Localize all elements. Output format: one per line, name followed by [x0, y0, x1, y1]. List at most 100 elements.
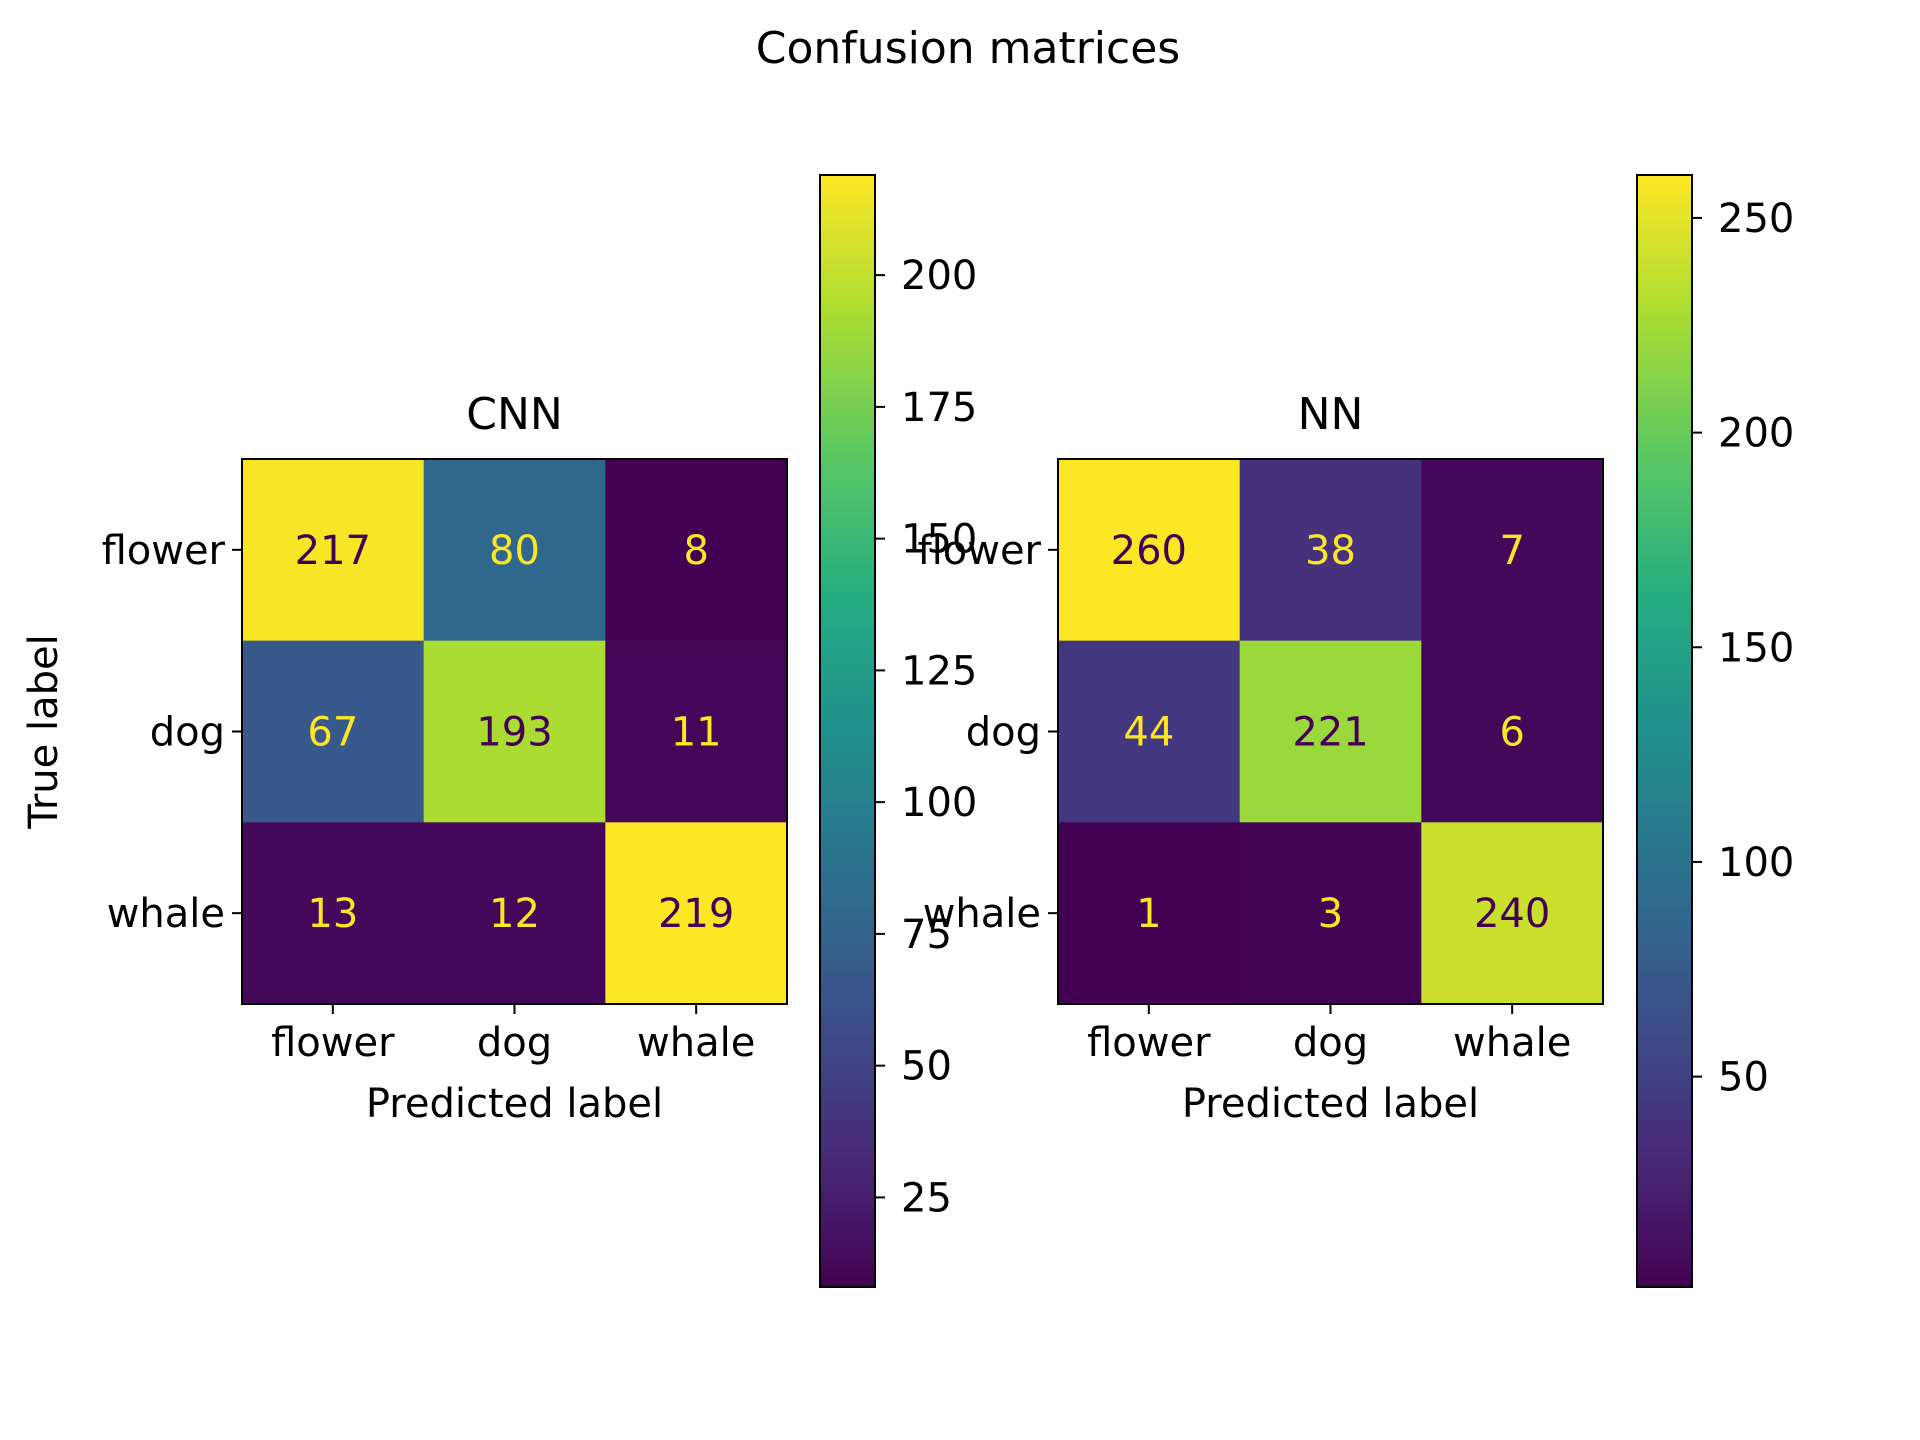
- heatmap-cell: [605, 640, 788, 823]
- colorbar-segment: [820, 610, 875, 621]
- colorbar-segment: [820, 1212, 875, 1224]
- colorbar-segment: [820, 907, 875, 918]
- colorbar-segment: [820, 443, 875, 454]
- cell-value-label: 12: [489, 891, 540, 937]
- colorbar-segment: [820, 786, 875, 797]
- colorbar-segment: [1637, 795, 1692, 807]
- heatmap-cell: [605, 459, 788, 642]
- colorbar-segment: [820, 805, 875, 816]
- colorbar-segment: [820, 202, 875, 214]
- colorbar-segment: [1637, 295, 1692, 306]
- colorbar-segment: [820, 934, 875, 946]
- colorbar-segment: [820, 684, 875, 695]
- colorbar-segment: [1637, 193, 1692, 204]
- colorbar-segment: [820, 276, 875, 288]
- colorbar-segment: [820, 703, 875, 714]
- colorbar-segment: [820, 823, 875, 834]
- colorbar-segment: [1637, 527, 1692, 538]
- colorbar-segment: [1637, 1166, 1692, 1177]
- colorbar-segment: [820, 434, 875, 445]
- colorbar-segment: [1637, 666, 1692, 677]
- colorbar-segment: [1637, 1083, 1692, 1094]
- colorbar-segment: [820, 193, 875, 204]
- colorbar-segment: [820, 314, 875, 325]
- colorbar-segment: [820, 999, 875, 1010]
- colorbar-segment: [1637, 332, 1692, 343]
- colorbar-tick-label: 175: [901, 385, 977, 431]
- colorbar-segment: [820, 1194, 875, 1205]
- colorbar-segment: [1637, 805, 1692, 816]
- colorbar-segment: [1637, 647, 1692, 658]
- colorbar-segment: [1637, 1194, 1692, 1205]
- cell-value-label: 217: [295, 528, 371, 574]
- colorbar-segment: [820, 175, 875, 186]
- colorbar-segment: [820, 1083, 875, 1094]
- y-tick-label: dog: [966, 710, 1041, 756]
- colorbar-frame: [1636, 174, 1693, 1288]
- colorbar-segment: [1637, 490, 1692, 501]
- colorbar-segment: [1637, 453, 1692, 464]
- colorbar-segment: [1637, 953, 1692, 964]
- colorbar-segment: [820, 795, 875, 807]
- colorbar-tick-label: 250: [1718, 196, 1794, 242]
- colorbar-segment: [1637, 693, 1692, 705]
- colorbar-segment: [1637, 870, 1692, 881]
- colorbar-segment: [820, 897, 875, 909]
- colorbar-segment: [1637, 1073, 1692, 1085]
- colorbar-segment: [820, 1036, 875, 1048]
- colorbar-segment: [820, 1073, 875, 1085]
- colorbar-segment: [1637, 675, 1692, 686]
- colorbar-segment: [820, 1064, 875, 1075]
- colorbar-segment: [1637, 1120, 1692, 1131]
- heatmap-cell: [1239, 822, 1422, 1005]
- colorbar-segment: [1637, 629, 1692, 640]
- colorbar-segment: [820, 286, 875, 297]
- colorbar-segment: [820, 851, 875, 862]
- colorbar-segment: [820, 721, 875, 732]
- colorbar-segment: [820, 592, 875, 603]
- colorbar-segment: [820, 230, 875, 241]
- colorbar-segment: [1637, 703, 1692, 714]
- colorbar-segment: [820, 323, 875, 334]
- x-tick-label: flower: [271, 1020, 395, 1066]
- colorbar-segment: [820, 397, 875, 408]
- colorbar-segment: [820, 832, 875, 844]
- colorbar-segment: [820, 1268, 875, 1279]
- colorbar-segment: [1637, 239, 1692, 251]
- x-tick-label: whale: [1453, 1020, 1571, 1066]
- colorbar-segment: [820, 453, 875, 464]
- colorbar-segment: [1637, 360, 1692, 371]
- panel-title: CNN: [466, 389, 563, 440]
- colorbar-segment: [820, 304, 875, 315]
- heatmap-cell: [1421, 822, 1604, 1005]
- colorbar-segment: [1637, 554, 1692, 566]
- colorbar-segment: [820, 1231, 875, 1242]
- colorbar-segment: [1637, 221, 1692, 232]
- colorbar-segment: [820, 675, 875, 686]
- colorbar-segment: [820, 212, 875, 223]
- colorbar-segment: [1637, 1027, 1692, 1038]
- colorbar-segment: [1637, 786, 1692, 797]
- colorbar-segment: [820, 1129, 875, 1140]
- colorbar-segment: [1637, 1240, 1692, 1251]
- colorbar-segment: [1637, 1138, 1692, 1149]
- colorbar-segment: [1637, 832, 1692, 844]
- y-tick-label: flower: [918, 528, 1042, 574]
- colorbar-segment: [820, 527, 875, 538]
- colorbar-segment: [820, 462, 875, 473]
- colorbar-segment: [1637, 230, 1692, 241]
- colorbar-segment: [1637, 434, 1692, 445]
- colorbar-segment: [820, 554, 875, 566]
- colorbar-segment: [820, 1092, 875, 1103]
- heatmap-cell: [1421, 459, 1604, 642]
- colorbar-segment: [820, 814, 875, 825]
- colorbar-segment: [1637, 1222, 1692, 1233]
- colorbar-segment: [1637, 462, 1692, 473]
- colorbar-segment: [1637, 351, 1692, 362]
- colorbar-segment: [1637, 286, 1692, 297]
- colorbar-tick-label: 100: [901, 780, 977, 826]
- colorbar-segment: [820, 1046, 875, 1057]
- colorbar-segment: [1637, 638, 1692, 649]
- colorbar-segment: [1637, 888, 1692, 899]
- colorbar-segment: [1637, 212, 1692, 223]
